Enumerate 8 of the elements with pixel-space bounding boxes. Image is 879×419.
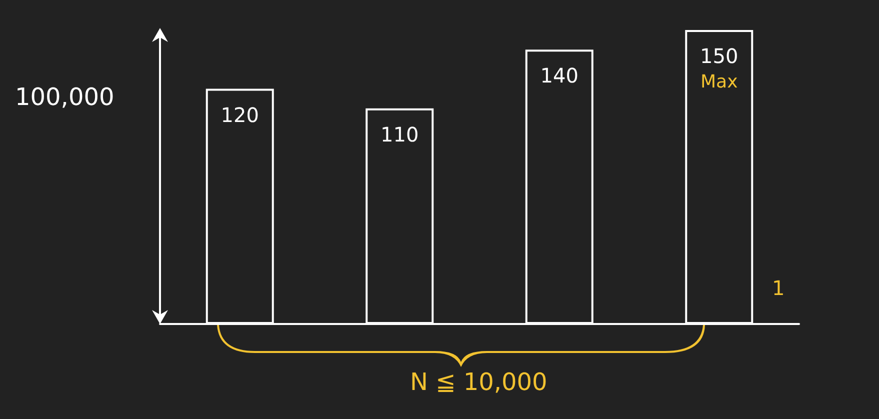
data-label: 150 — [700, 44, 738, 68]
data-label: 110 — [380, 122, 419, 146]
annotation: Max — [700, 72, 738, 92]
data-label: 120 — [220, 102, 259, 127]
y-axis-title: 100,000 — [15, 83, 114, 111]
x-axis-title: N ≦ 10,000 — [410, 368, 548, 396]
annotation: 1 — [772, 276, 785, 300]
data-label: 140 — [540, 64, 578, 88]
